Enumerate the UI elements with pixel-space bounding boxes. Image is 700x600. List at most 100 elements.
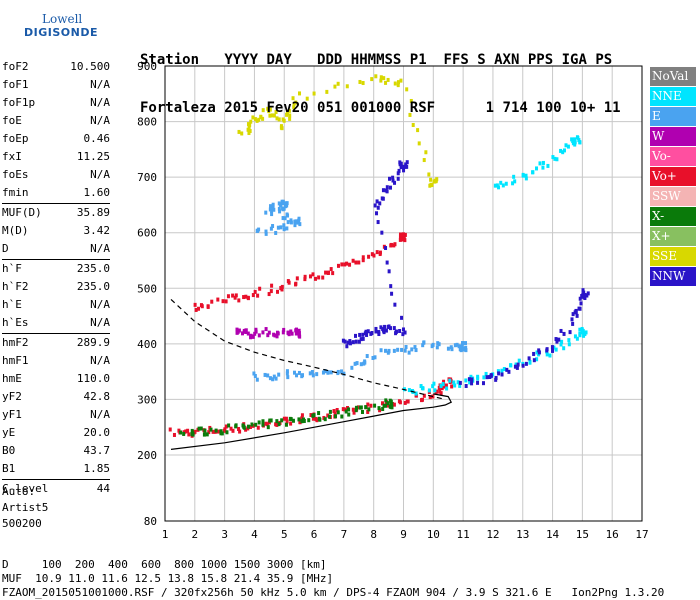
echo-mark <box>249 333 253 338</box>
echo-mark <box>575 336 579 341</box>
echo-mark <box>567 342 571 347</box>
echo-mark <box>197 306 201 311</box>
echo-mark <box>453 383 457 388</box>
echo-mark <box>399 232 403 237</box>
echo-mark <box>222 428 226 433</box>
echo-mark <box>285 371 289 376</box>
echo-mark <box>557 337 561 342</box>
echo-mark <box>252 371 256 376</box>
param-value: 42.8 <box>83 390 111 403</box>
echo-mark <box>360 409 364 414</box>
echo-mark <box>193 429 197 434</box>
echo-mark <box>348 262 352 267</box>
param-key: h`Es <box>2 316 29 329</box>
echo-mark <box>392 402 396 407</box>
echo-mark <box>562 331 566 336</box>
h-yyyyday: YYYY DAY <box>224 52 292 68</box>
param-value: 235.0 <box>76 262 110 275</box>
param-row: foEs N/A <box>2 166 110 184</box>
echo-mark <box>560 339 564 344</box>
echo-mark <box>280 284 284 289</box>
echo-mark <box>371 355 375 360</box>
x-tick-label: 16 <box>606 528 619 541</box>
echo-mark <box>280 126 284 131</box>
echo-mark <box>202 432 206 437</box>
x-tick-label: 8 <box>370 528 377 541</box>
echo-mark <box>386 403 390 408</box>
x-tick-label: 6 <box>311 528 318 541</box>
echo-mark <box>393 81 397 86</box>
echo-mark <box>291 418 295 423</box>
echo-mark <box>469 374 473 379</box>
echo-mark <box>177 428 181 433</box>
echo-mark <box>528 359 532 364</box>
echo-mark <box>383 324 387 329</box>
echo-mark <box>374 326 378 331</box>
echo-mark <box>562 346 566 351</box>
echo-mark <box>297 417 301 422</box>
echo-mark <box>249 119 253 124</box>
echo-mark <box>267 330 271 335</box>
echo-mark <box>524 361 528 366</box>
param-key: B1 <box>2 462 16 475</box>
echo-mark <box>172 432 176 437</box>
echo-mark <box>377 330 381 335</box>
y-tick-label: 500 <box>137 282 157 295</box>
echo-mark <box>363 359 367 364</box>
echo-mark <box>272 113 276 118</box>
echo-mark <box>361 81 365 86</box>
echo-mark <box>352 410 356 415</box>
echo-mark <box>251 334 255 339</box>
echo-mark <box>257 420 261 425</box>
echo-mark <box>254 422 258 427</box>
param-key: hmF2 <box>2 336 29 349</box>
echo-mark <box>390 291 394 296</box>
echo-mark <box>566 144 570 149</box>
echo-mark <box>203 428 207 433</box>
echo-mark <box>381 196 385 201</box>
echo-mark <box>303 274 307 279</box>
echo-mark <box>421 343 425 348</box>
echo-mark <box>326 370 330 375</box>
echo-mark <box>559 328 563 333</box>
echo-mark <box>272 374 276 379</box>
echo-mark <box>373 355 377 360</box>
param-separator <box>2 479 110 480</box>
echo-mark <box>574 308 578 313</box>
echo-mark <box>277 372 281 377</box>
echo-mark <box>374 329 378 334</box>
echo-mark <box>476 374 480 379</box>
echo-mark <box>273 333 277 338</box>
legend-entry-w: W <box>650 127 696 146</box>
param-value: 1.85 <box>83 462 111 475</box>
echo-mark <box>342 371 346 376</box>
echo-mark <box>357 260 361 265</box>
echo-mark <box>410 347 414 352</box>
echo-mark <box>378 408 382 413</box>
echo-mark <box>345 261 349 266</box>
echo-mark <box>512 174 516 179</box>
echo-mark <box>369 403 373 408</box>
echo-mark <box>289 329 293 334</box>
echo-mark <box>373 403 377 408</box>
echo-mark <box>396 347 400 352</box>
echo-mark <box>289 220 293 225</box>
footer-muf-row: MUF 10.9 11.0 11.6 12.5 13.8 15.8 21.4 3… <box>2 572 334 585</box>
echo-mark <box>393 302 397 307</box>
echo-mark <box>464 348 468 353</box>
param-key: yE <box>2 426 16 439</box>
echo-mark <box>307 418 311 423</box>
echo-mark <box>270 113 274 118</box>
echo-mark <box>348 339 352 344</box>
lowell-digisonde-logo: Lowell DIGISONDE <box>4 8 97 44</box>
echo-mark <box>403 348 407 353</box>
polarization-legend: NoVal NNE E W Vo- Vo+ SSW X- X+ SSE NNW <box>650 67 696 287</box>
legend-entry-ssw: SSW <box>650 187 696 206</box>
echo-mark <box>429 177 433 182</box>
echo-mark <box>573 334 577 339</box>
echo-mark <box>242 295 246 300</box>
echo-mark <box>444 383 448 388</box>
footer-distance-row: D 100 200 400 600 800 1000 1500 3000 [km… <box>2 558 327 571</box>
echo-mark <box>280 418 284 423</box>
echo-mark <box>345 84 349 89</box>
